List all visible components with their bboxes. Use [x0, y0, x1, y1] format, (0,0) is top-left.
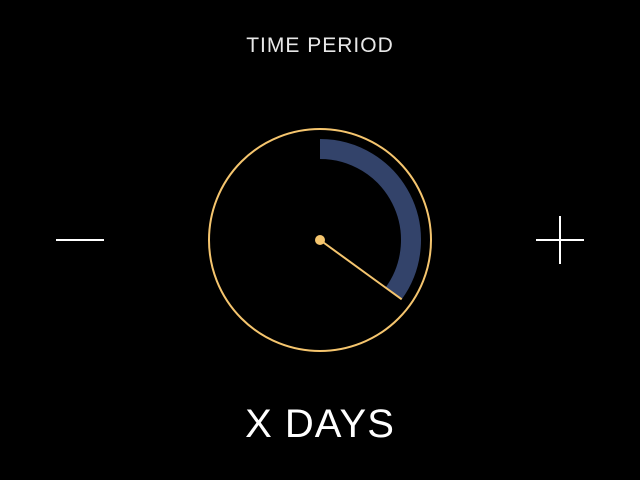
- dial-progress-arc: [319, 139, 421, 300]
- minus-icon: [56, 239, 104, 241]
- dial-ring: [208, 128, 432, 352]
- dial-hand[interactable]: [319, 239, 403, 301]
- dial-center-dot: [315, 235, 325, 245]
- increment-button[interactable]: [528, 208, 592, 272]
- page-title: TIME PERIOD: [246, 34, 394, 57]
- dial-graphic: [208, 128, 432, 352]
- time-period-dial[interactable]: [200, 120, 440, 360]
- decrement-button[interactable]: [48, 208, 112, 272]
- plus-icon: [536, 216, 584, 264]
- value-label: X DAYS: [245, 402, 395, 446]
